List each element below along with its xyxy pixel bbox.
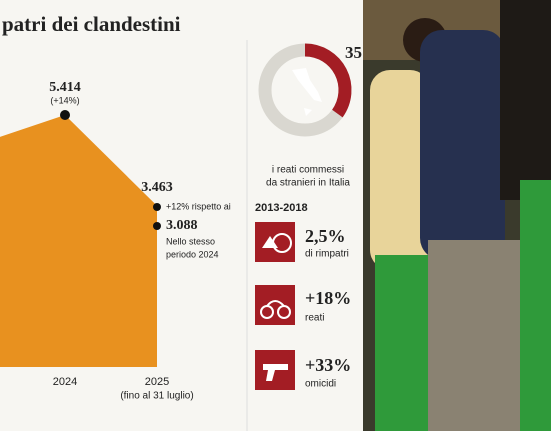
donut-label: 35 (345, 43, 362, 62)
donut-caption: i reati commessi (272, 165, 344, 176)
icon-box (255, 285, 295, 325)
icons (255, 222, 295, 390)
value-label: 3.463 (141, 180, 173, 195)
gun-icon (263, 364, 288, 381)
person-back (500, 0, 551, 200)
person-shirt (420, 30, 505, 260)
stat-value: 2,5% (305, 226, 346, 246)
annotation-dot (153, 203, 161, 211)
person-shirt (370, 70, 430, 270)
annotation: periodo 2024 (166, 249, 219, 259)
stat-label: reati (305, 313, 324, 324)
annotation: Nello stesso (166, 236, 215, 246)
point (60, 110, 70, 120)
annotation: (+14%) (50, 95, 79, 105)
x-tick-label: 2025 (145, 376, 169, 388)
donut-caption: da stranieri in Italia (266, 178, 350, 189)
italy-icon (292, 68, 322, 116)
x-tick-label: 2024 (53, 376, 77, 388)
annotation: +12% rispetto ai (166, 201, 231, 211)
person-pants (375, 255, 430, 431)
stat-label: omicidi (305, 379, 336, 390)
stat-value: +18% (305, 288, 351, 308)
chart-title: patri dei clandestini (2, 12, 181, 36)
stat-label: di rimpatri (305, 249, 349, 260)
period: 2013-2018 (255, 202, 308, 214)
x-tick-note: (fino al 31 luglio) (120, 391, 193, 402)
area (0, 115, 157, 367)
annotation-dot (153, 222, 161, 230)
donut-slice (304, 43, 352, 118)
annotation: 3.088 (166, 218, 198, 233)
person-pants (520, 180, 551, 431)
value-label: 5.414 (49, 80, 81, 95)
photo (363, 0, 551, 431)
arrow-icon (262, 236, 278, 248)
handcuff-chain (266, 300, 285, 307)
person-pants (428, 240, 538, 431)
stat-value: +33% (305, 355, 351, 375)
icon-box (255, 222, 295, 262)
